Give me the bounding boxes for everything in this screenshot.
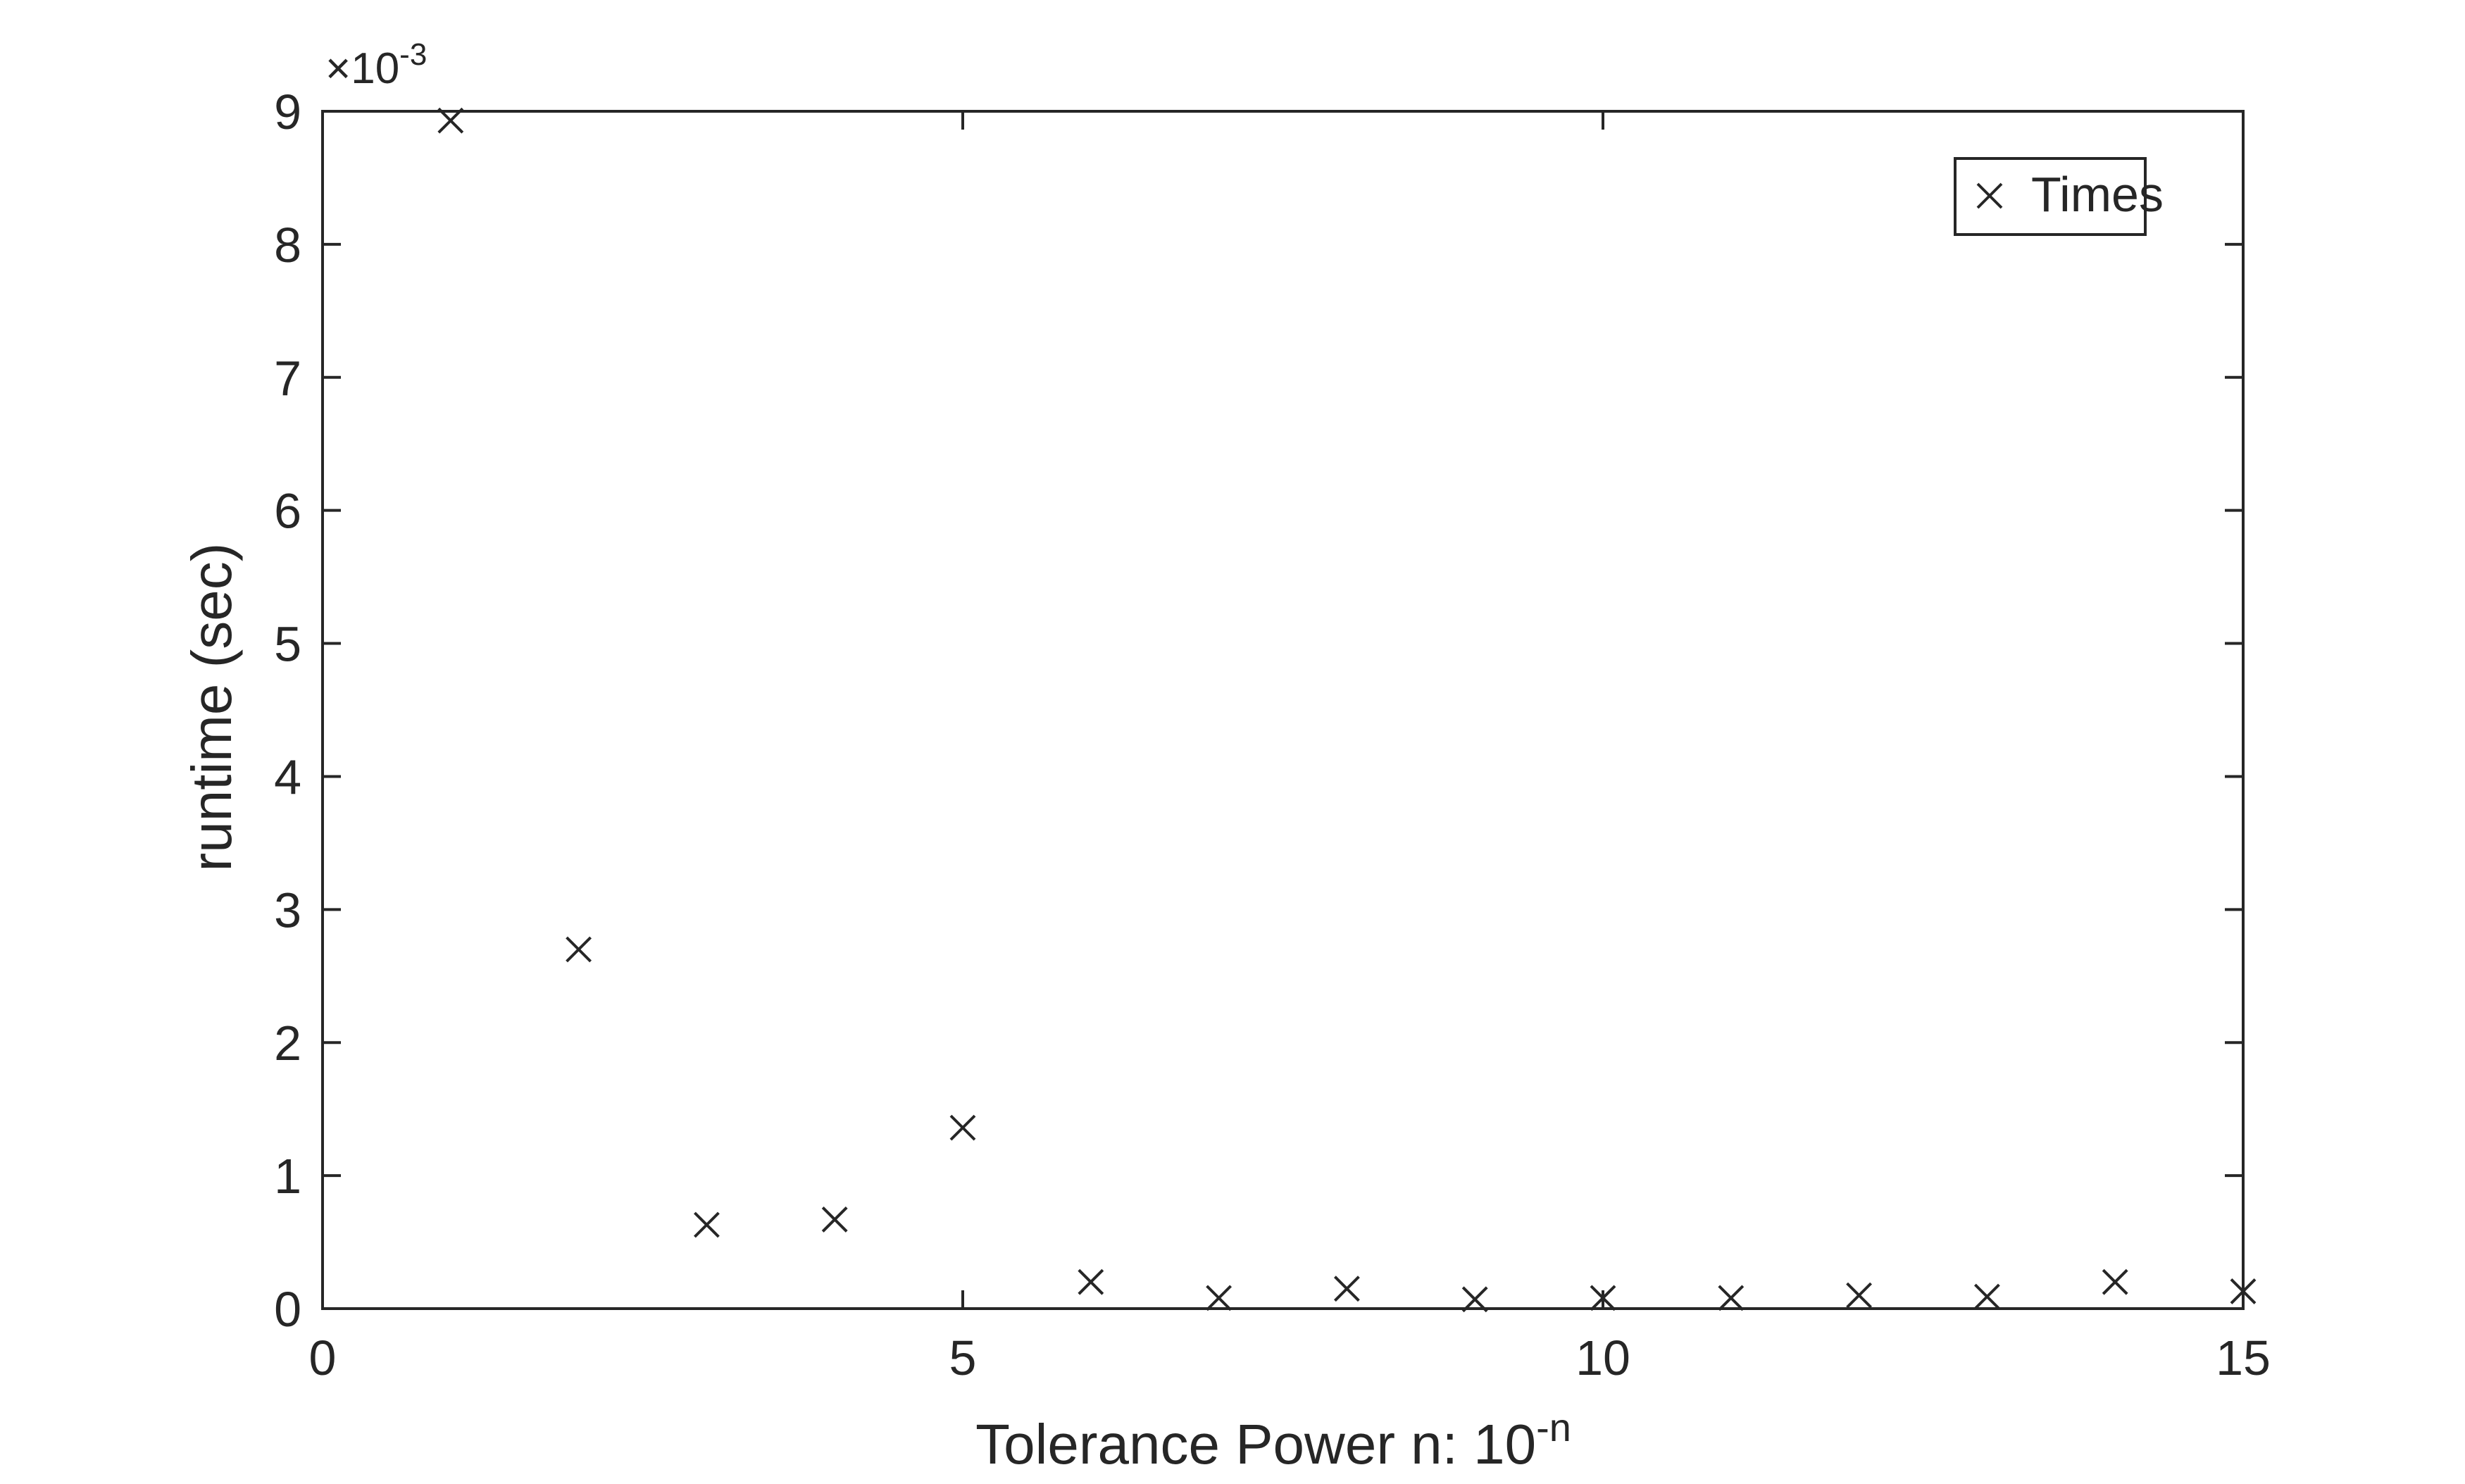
x-tick-label: 15	[2216, 1330, 2271, 1385]
data-point-x-marker	[1333, 1276, 1360, 1302]
data-point-x-marker	[1973, 1283, 2000, 1310]
x-axis: 0 5 10 15	[309, 111, 2271, 1385]
data-point-x-marker	[821, 1206, 848, 1233]
plot-area	[321, 110, 2245, 1310]
data-point-x-marker	[437, 107, 464, 134]
data-point-x-marker	[949, 1114, 976, 1141]
y-tick-label: 8	[274, 218, 301, 273]
x-tick-label: 0	[309, 1330, 337, 1385]
data-markers	[437, 107, 2257, 1313]
data-point-x-marker	[1078, 1268, 1104, 1295]
data-point-x-marker	[1206, 1285, 1232, 1311]
y-tick-label: 7	[274, 351, 301, 406]
axes-box	[321, 110, 2245, 1310]
data-point-x-marker	[566, 936, 592, 963]
y-tick-label: 6	[274, 484, 301, 539]
data-point-x-marker	[1846, 1282, 1873, 1309]
legend[interactable]: Times	[1954, 157, 2164, 236]
y-tick-label: 4	[274, 749, 301, 804]
x-tick-label: 10	[1575, 1330, 1630, 1385]
data-point-x-marker	[1461, 1286, 1488, 1313]
y-tick-label: 0	[274, 1282, 301, 1337]
x-tick-label: 5	[949, 1330, 977, 1385]
y-exponent-label: ×10-3	[325, 37, 427, 93]
data-point-x-marker	[2102, 1268, 2128, 1295]
y-tick-label: 2	[274, 1016, 301, 1071]
y-tick-label: 3	[274, 883, 301, 937]
y-tick-label: 9	[274, 85, 301, 139]
legend-x-marker-icon	[1976, 182, 2003, 209]
data-point-x-marker	[2230, 1278, 2257, 1304]
y-axis-label: runtime (sec)	[180, 543, 243, 872]
y-axis: 0 1 2 3 4 5 6 7 8 9	[274, 85, 2243, 1337]
y-tick-label: 5	[274, 617, 301, 672]
y-tick-label: 1	[274, 1149, 301, 1204]
legend-box	[1954, 157, 2147, 236]
x-axis-label: Tolerance Power n: 10-n	[975, 1405, 1571, 1476]
data-point-x-marker	[1590, 1285, 1616, 1311]
data-point-x-marker	[1718, 1285, 1745, 1311]
legend-label-times: Times	[2031, 167, 2164, 222]
data-point-x-marker	[693, 1211, 720, 1238]
